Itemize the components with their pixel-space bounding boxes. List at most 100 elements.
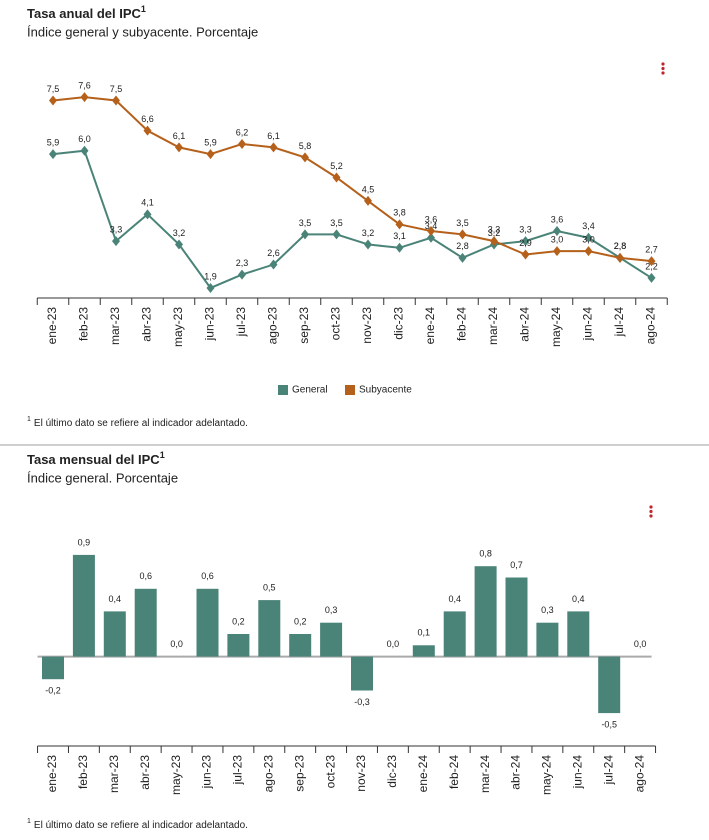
- x-tick-label: abr-24: [518, 307, 532, 342]
- value-label: 3,5: [330, 218, 343, 228]
- value-label: 2,8: [456, 241, 469, 251]
- x-tick-label: mar-24: [486, 307, 500, 345]
- x-tick-label: ago-24: [632, 755, 646, 793]
- bar: [42, 656, 64, 680]
- x-tick-label: may-23: [169, 755, 183, 795]
- value-label: 2,6: [267, 248, 280, 258]
- point-marker: [364, 195, 372, 206]
- point-marker: [49, 149, 57, 160]
- point-marker: [175, 142, 183, 153]
- menu-icon[interactable]: [649, 62, 665, 518]
- value-label: 3,6: [551, 214, 564, 224]
- value-label: 1,9: [204, 271, 217, 281]
- x-tick-label: feb-23: [76, 755, 90, 789]
- footnote-text: El último dato se refiere al indicador a…: [34, 418, 248, 429]
- legend-swatch: [345, 385, 355, 395]
- point-marker: [175, 239, 183, 250]
- point-marker: [521, 236, 530, 247]
- bar: [196, 588, 219, 657]
- point-marker: [80, 145, 89, 156]
- point-marker: [112, 95, 120, 106]
- x-tick-label: jun-23: [203, 307, 217, 342]
- series-line: [52, 96, 652, 263]
- x-tick-label: mar-23: [107, 755, 121, 793]
- value-label: 0,4: [448, 594, 461, 604]
- x-tick-label: ene-23: [45, 307, 59, 345]
- point-marker: [143, 125, 152, 136]
- title-mark: 1: [141, 4, 146, 14]
- value-label: 6,1: [267, 131, 280, 141]
- point-marker: [553, 246, 561, 257]
- legend-label: Subyacente: [359, 385, 412, 396]
- value-label: -0,3: [354, 697, 370, 707]
- footnote: 1 El último dato se refiere al indicador …: [27, 818, 248, 831]
- x-tick-label: sep-23: [297, 307, 311, 344]
- bar: [598, 656, 621, 714]
- value-label: 2,9: [519, 238, 532, 248]
- bar: [320, 622, 343, 657]
- value-label: 3,2: [173, 228, 186, 238]
- value-label: 5,9: [204, 137, 217, 147]
- point-marker: [143, 209, 152, 220]
- value-label: 0,9: [78, 537, 91, 547]
- value-label: 4,5: [362, 184, 375, 194]
- series-line: [52, 149, 653, 290]
- bar: [103, 611, 126, 657]
- x-tick-label: ene-24: [423, 307, 437, 345]
- point-marker: [521, 249, 530, 260]
- x-tick-label: nov-23: [354, 755, 368, 792]
- value-label: 6,6: [141, 114, 154, 124]
- value-label: 6,1: [173, 131, 186, 141]
- x-tick-label: jul-24: [612, 307, 626, 338]
- value-label: -0,5: [601, 719, 617, 729]
- bar: [258, 600, 281, 657]
- point-marker: [647, 272, 656, 283]
- point-marker: [427, 232, 435, 243]
- x-tick-label: ene-23: [45, 755, 59, 793]
- point-marker: [458, 229, 467, 240]
- x-tick-label: nov-23: [360, 307, 374, 344]
- x-tick-label: jul-23: [234, 307, 248, 338]
- x-tick-label: feb-23: [77, 307, 91, 341]
- x-tick-label: oct-23: [329, 307, 343, 341]
- legend-label: General: [292, 385, 328, 396]
- bar: [536, 622, 559, 657]
- value-label: 2,8: [614, 241, 627, 251]
- bar: [289, 634, 312, 657]
- value-label: 3,0: [551, 235, 564, 245]
- bar: [412, 645, 435, 657]
- point-marker: [238, 139, 246, 150]
- value-label: 0,3: [325, 605, 338, 615]
- value-label: 3,3: [110, 224, 123, 234]
- value-label: 3,8: [393, 208, 406, 218]
- point-marker: [427, 226, 435, 237]
- x-tick-label: abr-23: [140, 307, 154, 342]
- point-marker: [490, 236, 498, 247]
- value-label: 0,8: [479, 549, 492, 559]
- x-tick-label: oct-23: [323, 755, 337, 789]
- value-label: 3,6: [425, 214, 438, 224]
- value-label: 3,3: [519, 224, 532, 234]
- x-tick-label: mar-23: [108, 307, 122, 345]
- value-label: 0,4: [109, 594, 122, 604]
- x-tick-label: feb-24: [447, 755, 461, 789]
- x-tick-label: ene-24: [416, 755, 430, 793]
- point-marker: [553, 226, 561, 237]
- value-label: 0,2: [294, 616, 307, 626]
- point-marker: [238, 269, 246, 280]
- chart-title: Tasa anual del IPC1: [27, 4, 146, 21]
- footnote: 1 El último dato se refiere al indicador …: [27, 416, 248, 429]
- point-marker: [80, 92, 89, 103]
- value-label: 0,4: [572, 594, 585, 604]
- value-label: 0,7: [510, 560, 523, 570]
- point-marker: [584, 246, 593, 257]
- value-label: 0,2: [232, 616, 245, 626]
- x-tick-label: jun-24: [570, 755, 584, 790]
- x-tick-label: ago-23: [261, 755, 275, 793]
- x-tick-label: dic-23: [385, 755, 399, 788]
- value-label: 6,2: [236, 127, 249, 137]
- point-marker: [301, 152, 309, 163]
- point-marker: [458, 252, 467, 263]
- value-label: -0,2: [45, 686, 61, 696]
